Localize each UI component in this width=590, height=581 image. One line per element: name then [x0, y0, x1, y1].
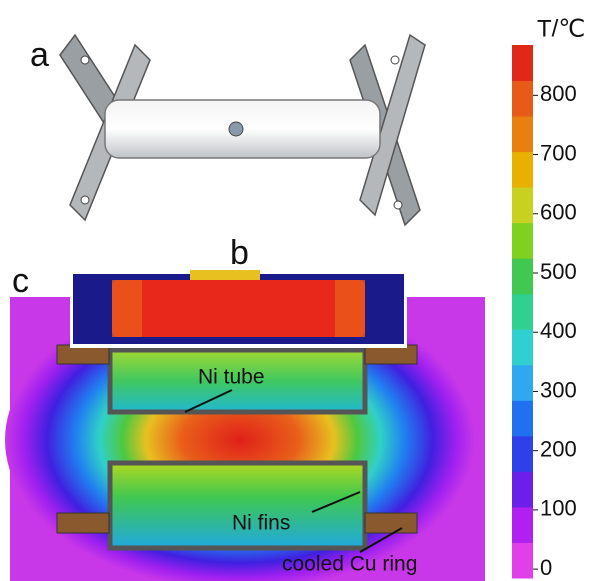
- colorbar-tick-label: 600: [540, 200, 577, 225]
- colorbar-title: T/℃: [537, 15, 585, 42]
- figure: a b c Ni tube Ni fins cooled Cu ring T/℃…: [0, 0, 590, 581]
- colorbar-tick-label: 400: [540, 318, 577, 343]
- panel-label: b: [230, 234, 249, 272]
- colorbar: 0 100 200 300 400 500 600 700 800: [512, 45, 577, 580]
- annotation: Ni tube: [198, 366, 265, 389]
- colorbar-band: [512, 542, 533, 578]
- colorbar-tick-label: 200: [540, 436, 577, 461]
- colorbar-band: [512, 365, 533, 401]
- colorbar-band: [512, 436, 533, 472]
- colorbar-tick-label: 0: [540, 555, 552, 580]
- panel-label: c: [12, 262, 29, 300]
- colorbar-band: [512, 507, 533, 543]
- colorbar-tick-label: 100: [540, 496, 577, 521]
- panel-label: a: [30, 36, 49, 74]
- colorbar-tick-label: 700: [540, 140, 577, 165]
- colorbar-tick-label: 500: [540, 259, 577, 284]
- colorbar-band: [512, 223, 533, 259]
- annotation: cooled Cu ring: [282, 553, 417, 576]
- panel-a-drawing: [60, 35, 425, 225]
- panel-b-drawing: [70, 270, 407, 348]
- colorbar-band: [512, 45, 533, 81]
- colorbar-band: [512, 116, 533, 152]
- colorbar-band: [512, 294, 533, 330]
- colorbar-band: [512, 471, 533, 507]
- colorbar-band: [512, 152, 533, 188]
- colorbar-band: [512, 258, 533, 294]
- colorbar-band: [512, 81, 533, 117]
- colorbar-tick-label: 800: [540, 81, 577, 106]
- colorbar-band: [512, 400, 533, 436]
- annotation: Ni fins: [232, 512, 290, 535]
- colorbar-band: [512, 329, 533, 365]
- colorbar-band: [512, 187, 533, 223]
- colorbar-tick-label: 300: [540, 377, 577, 402]
